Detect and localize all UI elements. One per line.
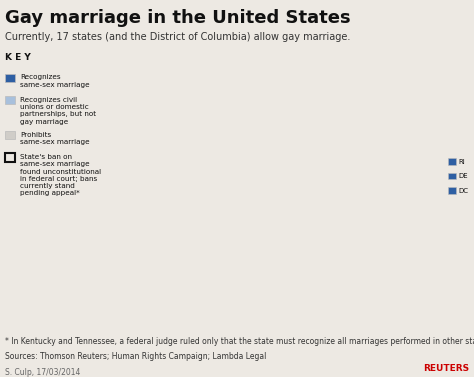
Text: * In Kentucky and Tennessee, a federal judge ruled only that the state must reco: * In Kentucky and Tennessee, a federal j… xyxy=(5,337,474,346)
Text: DE: DE xyxy=(458,173,468,179)
Text: DC: DC xyxy=(458,188,468,194)
Text: State's ban on
same-sex marriage
found unconstitutional
in federal court; bans
c: State's ban on same-sex marriage found u… xyxy=(20,154,101,196)
Text: REUTERS: REUTERS xyxy=(423,364,469,373)
Text: Currently, 17 states (and the District of Columbia) allow gay marriage.: Currently, 17 states (and the District o… xyxy=(5,32,350,42)
Text: RI: RI xyxy=(458,159,465,165)
Text: Sources: Thomson Reuters; Human Rights Campaign; Lambda Legal: Sources: Thomson Reuters; Human Rights C… xyxy=(5,352,266,362)
Text: Recognizes
same-sex marriage: Recognizes same-sex marriage xyxy=(20,74,90,87)
Text: Recognizes civil
unions or domestic
partnerships, but not
gay marriage: Recognizes civil unions or domestic part… xyxy=(20,97,96,125)
Text: Prohibits
same-sex marriage: Prohibits same-sex marriage xyxy=(20,132,90,145)
Text: K E Y: K E Y xyxy=(5,53,30,62)
Text: S. Culp, 17/03/2014: S. Culp, 17/03/2014 xyxy=(5,368,80,377)
Text: Gay marriage in the United States: Gay marriage in the United States xyxy=(5,9,350,28)
